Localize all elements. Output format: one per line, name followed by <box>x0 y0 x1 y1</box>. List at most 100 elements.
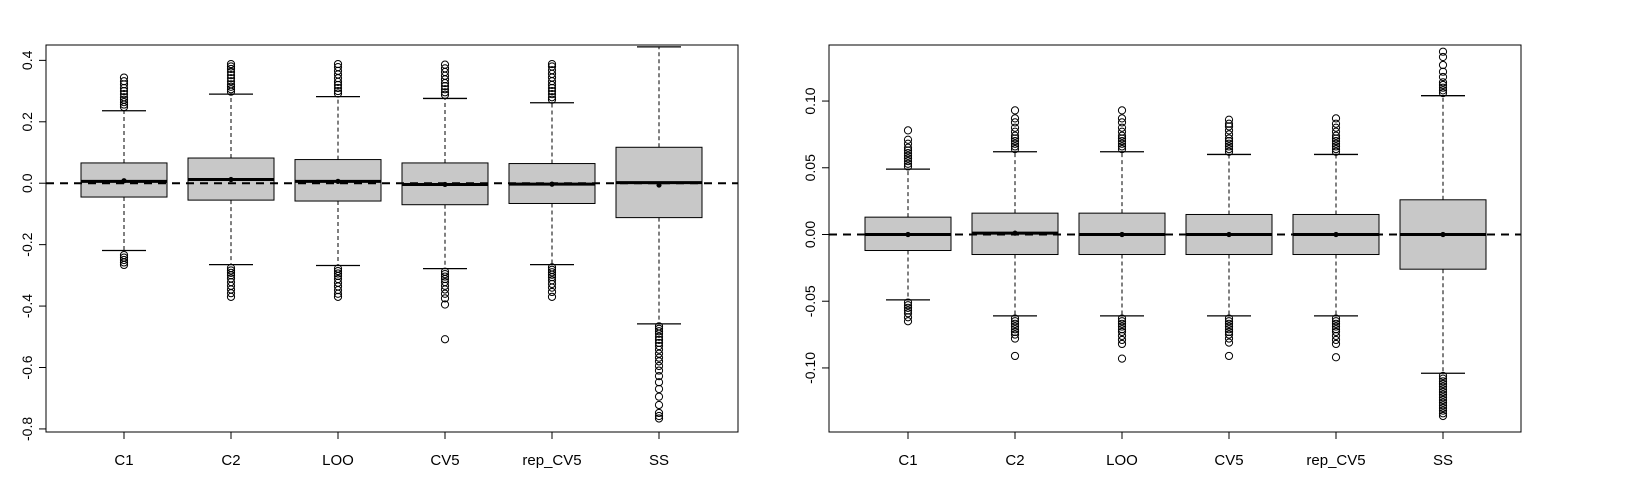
outlier-point <box>440 90 450 99</box>
outlier-point <box>547 270 557 279</box>
outlier-point <box>903 151 913 160</box>
outlier-point <box>226 67 236 77</box>
outlier-point <box>1438 398 1448 407</box>
outlier-point <box>1224 322 1234 331</box>
box-LOO <box>1078 106 1166 363</box>
outlier-point <box>1224 147 1234 156</box>
outlier-point <box>119 77 129 86</box>
outlier-point <box>1438 385 1448 394</box>
outlier-point <box>1117 134 1127 143</box>
outlier-point <box>654 353 664 362</box>
outlier-point <box>1010 131 1020 140</box>
outlier-point <box>1224 115 1234 124</box>
outlier-point <box>226 71 236 80</box>
outlier-point <box>226 82 236 91</box>
outlier-point <box>654 411 664 421</box>
outlier-point <box>1438 67 1448 76</box>
x-tick-label: C1 <box>114 452 133 469</box>
outlier-point <box>1438 60 1448 70</box>
x-tick-label: rep_CV5 <box>522 452 581 469</box>
outlier-point <box>1331 335 1341 345</box>
outlier-point <box>226 289 236 298</box>
y-tick-label: 0.0 <box>19 173 35 193</box>
outlier-point <box>1117 335 1127 345</box>
outlier-point <box>440 335 450 344</box>
outlier-point <box>226 80 236 89</box>
outlier-point <box>547 268 557 277</box>
mean-point <box>656 182 662 188</box>
outlier-point <box>654 345 664 354</box>
outlier-point <box>903 148 913 158</box>
y-tick-label: -0.2 <box>19 232 35 256</box>
outlier-point <box>1438 406 1448 415</box>
outlier-point <box>1331 139 1341 148</box>
outlier-point <box>1010 317 1020 326</box>
mean-point <box>335 178 341 184</box>
outlier-point <box>1010 127 1020 136</box>
outlier-point <box>1438 78 1448 87</box>
outlier-point <box>1224 139 1234 148</box>
outlier-point <box>1117 144 1127 154</box>
outlier-point <box>1224 130 1234 139</box>
outlier-point <box>654 327 664 336</box>
outlier-point <box>1010 144 1020 154</box>
outlier-point <box>1224 317 1234 326</box>
outlier-point <box>1331 142 1341 151</box>
outlier-point <box>1438 72 1448 82</box>
outlier-point <box>1438 390 1448 399</box>
outlier-point <box>226 62 236 71</box>
outlier-point <box>119 98 129 107</box>
outlier-point <box>1117 319 1127 329</box>
x-tick-label: CV5 <box>1214 452 1243 469</box>
mean-point <box>1440 231 1446 238</box>
outlier-point <box>547 59 557 69</box>
outlier-point <box>1117 354 1127 363</box>
outlier-point <box>226 64 236 74</box>
box-SS <box>615 46 703 423</box>
outlier-point <box>1224 338 1234 347</box>
outlier-point <box>1438 371 1448 381</box>
outlier-point <box>119 90 129 99</box>
outlier-point <box>654 384 664 394</box>
outlier-point <box>1224 330 1234 339</box>
outlier-point <box>333 292 343 301</box>
outlier-point <box>903 313 913 322</box>
outlier-point <box>1010 351 1020 361</box>
outlier-point <box>1224 325 1234 334</box>
outlier-point <box>1438 393 1448 402</box>
outlier-point <box>1331 123 1341 132</box>
outlier-point <box>1224 122 1234 131</box>
x-tick-label: LOO <box>322 452 354 469</box>
x-tick-label: LOO <box>1106 452 1138 469</box>
outlier-point <box>1117 106 1127 115</box>
outlier-point <box>333 63 343 72</box>
outlier-point <box>1117 114 1127 123</box>
y-tick-label: -0.10 <box>802 352 818 384</box>
outlier-point <box>903 154 913 163</box>
box-C2 <box>187 59 275 301</box>
outlier-point <box>119 73 129 82</box>
outlier-point <box>547 279 557 289</box>
outlier-point <box>1224 134 1234 143</box>
outlier-point <box>440 272 450 281</box>
outlier-point <box>1010 142 1020 151</box>
outlier-point <box>1331 147 1341 156</box>
outlier-point <box>1438 86 1448 95</box>
box-C2 <box>971 106 1059 361</box>
outlier-point <box>1117 339 1127 349</box>
outlier-point <box>654 335 664 344</box>
chart-panel-2: -0.10 -0.05 0.00 0.05 0.10 C1 C2 LOO CV5 rep_CV5 S… <box>802 44 1522 469</box>
outlier-point <box>1010 134 1020 143</box>
x-tick-label: SS <box>649 452 669 469</box>
outlier-point <box>654 400 664 410</box>
outlier-point <box>547 93 557 102</box>
outlier-point <box>654 372 664 381</box>
plot-frame <box>45 44 739 433</box>
outlier-point <box>1331 136 1341 146</box>
outlier-point <box>440 281 450 290</box>
outlier-point <box>226 292 236 301</box>
outlier-point <box>1010 139 1020 148</box>
outlier-point <box>1117 131 1127 140</box>
outlier-point <box>654 361 664 371</box>
outlier-point <box>440 270 450 279</box>
